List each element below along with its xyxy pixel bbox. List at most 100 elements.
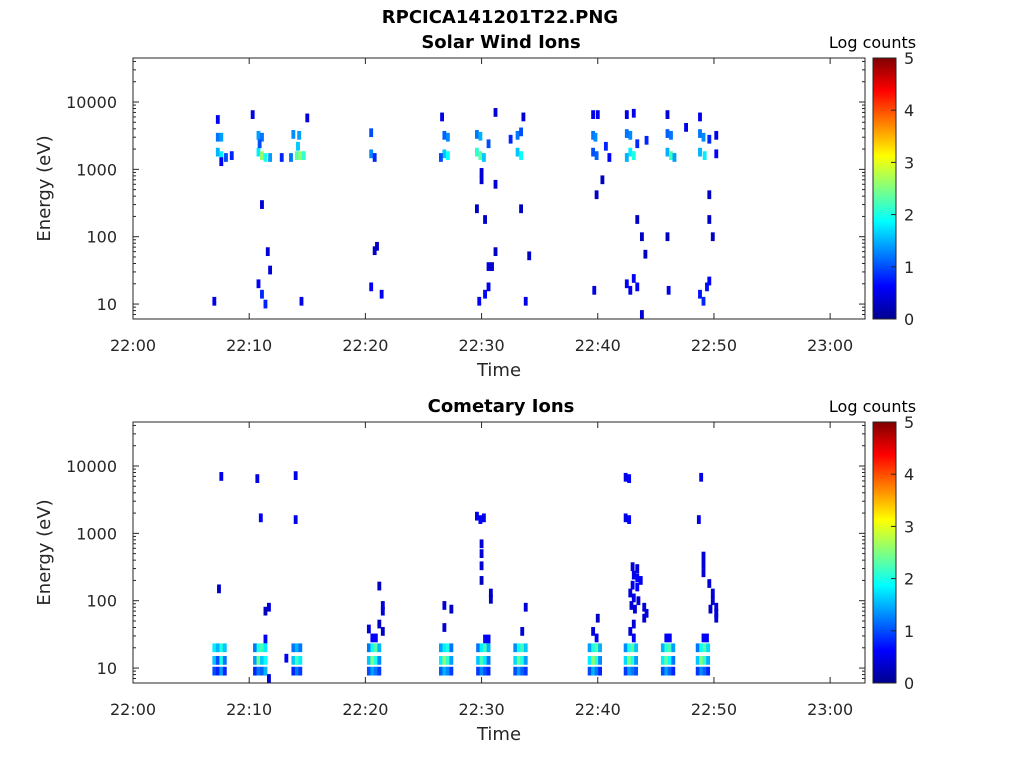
data-cell — [366, 666, 371, 676]
data-cell — [377, 581, 382, 591]
x-tick-label: 22:00 — [110, 336, 156, 355]
data-cell — [260, 132, 264, 142]
data-cell — [594, 633, 599, 643]
data-cell — [294, 666, 299, 676]
data-cell — [256, 147, 261, 157]
data-cell — [370, 643, 375, 653]
data-cell — [256, 643, 261, 653]
data-cell — [671, 666, 676, 676]
y-tick-label: 1000 — [76, 524, 117, 543]
data-cell — [594, 643, 599, 653]
data-cell — [263, 606, 268, 616]
data-cell — [445, 666, 450, 676]
x-tick-label: 22:30 — [459, 336, 505, 355]
x-tick-label: 22:20 — [342, 700, 388, 719]
data-cell — [633, 604, 637, 614]
data-cell — [623, 666, 628, 676]
data-cell — [370, 656, 375, 665]
data-cell — [442, 656, 447, 665]
plot-area — [133, 422, 865, 683]
data-cell — [631, 570, 636, 580]
data-cell — [377, 666, 382, 676]
data-cell — [630, 562, 635, 572]
data-cell — [483, 643, 487, 653]
data-cell — [624, 129, 629, 138]
data-cell — [476, 656, 481, 665]
data-cell — [587, 643, 592, 653]
colorbar-tick-label: 4 — [904, 465, 914, 484]
data-cell — [631, 619, 636, 629]
colorbar-tick-label: 2 — [904, 206, 914, 225]
data-cell — [635, 564, 640, 573]
data-cell — [635, 139, 640, 149]
data-cell — [449, 666, 454, 676]
data-cell — [628, 627, 633, 636]
y-tick-label: 1000 — [76, 160, 117, 179]
data-cell — [515, 147, 520, 157]
data-cell — [701, 296, 706, 306]
data-cell — [598, 643, 603, 653]
data-cell — [710, 232, 715, 242]
data-cell — [513, 643, 518, 653]
data-cell — [212, 666, 217, 676]
data-cell — [701, 551, 706, 561]
data-cell — [298, 151, 303, 160]
figure-title: RPCICA141201T22.PNG — [381, 7, 619, 28]
data-cell — [592, 285, 597, 295]
data-cell — [623, 643, 628, 653]
axes-frame — [132, 421, 866, 684]
data-cell — [294, 656, 299, 665]
data-cell — [477, 296, 482, 306]
data-cell — [714, 130, 719, 140]
data-cell — [379, 289, 384, 299]
data-cell — [702, 151, 707, 160]
data-cell — [268, 153, 273, 162]
data-cell — [515, 130, 520, 140]
data-cell — [442, 666, 447, 676]
data-cell — [483, 656, 487, 665]
data-cell — [479, 168, 484, 177]
data-cell — [373, 666, 378, 676]
data-cell — [483, 215, 487, 224]
data-cell — [479, 175, 484, 185]
data-cell — [513, 656, 518, 665]
data-cell — [476, 666, 481, 676]
data-cell — [627, 643, 632, 653]
panel-solar-wind-ions: 22:00 22:10 22:20 22:30 22:40 22:50 23:0010100… — [34, 32, 916, 381]
data-cell — [486, 666, 491, 676]
data-cell — [438, 153, 443, 162]
data-cell — [279, 153, 284, 162]
data-cell — [523, 666, 528, 676]
data-cell — [478, 131, 483, 141]
data-cell — [635, 282, 640, 292]
colorbar-label: Log counts — [829, 33, 916, 52]
data-cell — [660, 643, 665, 653]
x-tick-label: 23:00 — [807, 336, 853, 355]
data-cell — [377, 656, 382, 665]
data-cell — [478, 151, 483, 160]
data-cell — [372, 246, 377, 256]
data-cell — [591, 110, 596, 119]
data-cell — [267, 674, 271, 683]
data-cell — [627, 515, 632, 524]
data-cell — [623, 656, 628, 665]
data-cell — [598, 666, 603, 676]
data-cell — [442, 601, 447, 610]
data-cell — [219, 472, 224, 481]
data-cell — [623, 513, 628, 523]
data-cell — [598, 656, 603, 665]
data-cell — [667, 643, 672, 653]
data-cell — [219, 132, 224, 142]
data-cell — [698, 147, 702, 157]
x-tick-label: 22:50 — [691, 700, 737, 719]
colorbar-tick-label: 2 — [904, 570, 914, 589]
data-cell — [705, 633, 709, 643]
data-cell — [222, 656, 227, 665]
data-cell — [250, 110, 255, 119]
data-cell — [631, 274, 636, 283]
y-tick-label: 10 — [97, 295, 117, 314]
data-cell — [667, 656, 672, 665]
data-cell — [442, 130, 447, 140]
data-cell — [297, 130, 302, 140]
x-axis-label: Time — [476, 360, 521, 381]
